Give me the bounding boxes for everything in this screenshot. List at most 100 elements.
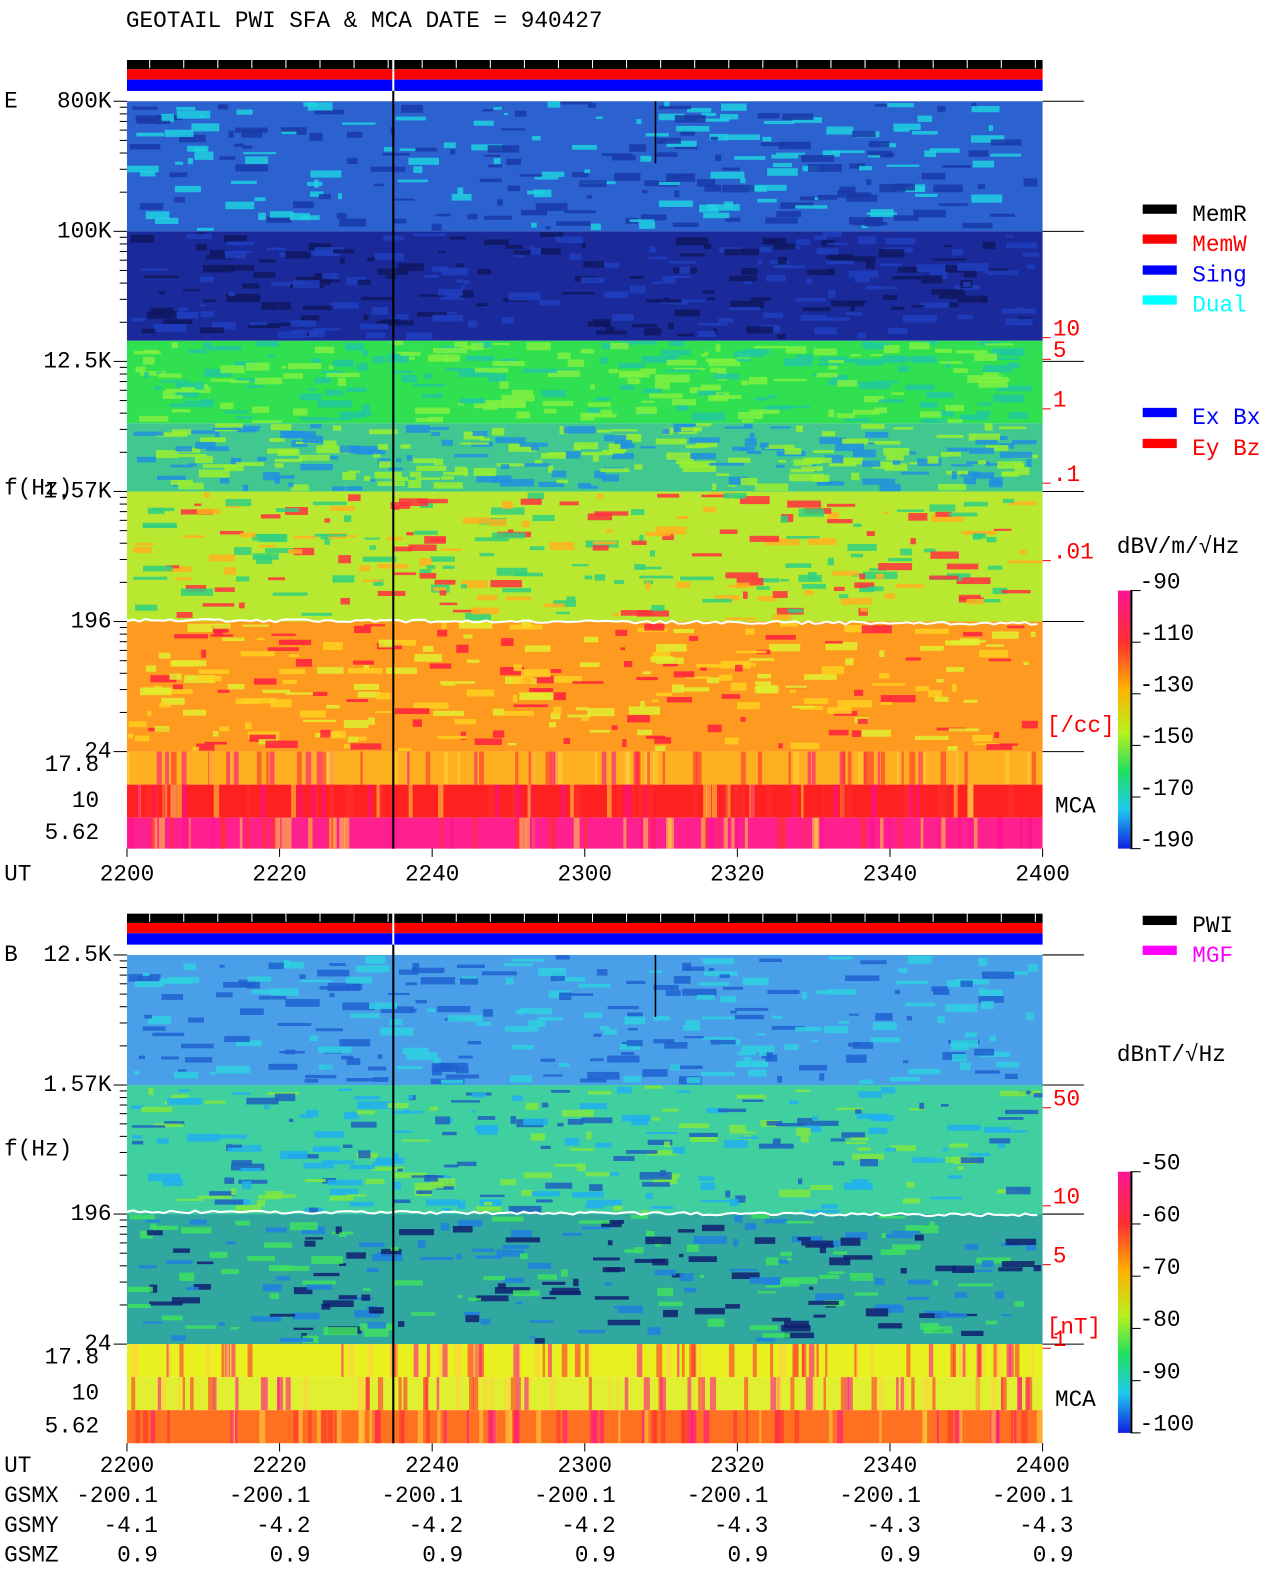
mca-noise [718,817,721,849]
spectrum-noise [557,1122,564,1127]
spectrum-noise [346,1252,366,1259]
orbit-value: 0.9 [422,1543,463,1569]
spectrum-noise [547,370,580,378]
spectrum-noise [866,179,872,185]
spectrum-noise [531,247,542,255]
spectrum-noise [183,963,196,971]
spectrum-noise [279,1337,314,1343]
spectrum-noise [292,280,320,289]
spectrum-noise [653,1177,677,1185]
spectrum-noise [439,602,458,606]
spectrum-noise [978,996,1004,1003]
spectrum-noise [158,652,171,659]
spectrum-noise [614,439,633,445]
freq-tick-label: 100K [57,218,112,244]
spectrum-noise [971,106,1000,113]
spectrum-noise [662,428,670,435]
mca-noise [425,751,431,785]
spectrum-noise [435,1116,450,1125]
spectrum-noise [655,526,687,535]
mca-noise [922,1410,927,1444]
mca-noise [606,784,612,818]
mca-noise [511,784,517,818]
spectrum-noise [252,406,270,413]
spectrum-noise [326,1159,332,1163]
spectrum-noise [602,1267,621,1273]
spectrum-noise [819,481,836,484]
spectrum-noise [523,1118,548,1126]
mca-noise [263,1377,268,1411]
spectrum-noise [623,661,633,668]
spectrum-noise [982,241,996,249]
spectrum-noise [140,268,168,271]
mca-noise [239,817,243,849]
spectrum-noise [586,1131,592,1140]
spectrum-noise [620,610,652,616]
spectrum-noise [342,122,376,125]
spectrum-noise [511,958,545,962]
spectrum-noise [510,1075,533,1083]
spectrum-noise [374,471,402,479]
spectrum-noise [161,1056,179,1060]
spectrum-noise [951,249,963,256]
spectrum-noise [806,278,813,285]
spectrum-noise [216,992,233,998]
mca-noise [235,1410,238,1444]
spectrum-noise [301,612,333,616]
spectrum-noise [587,408,601,414]
spectrum-noise [252,553,279,560]
spectrum-noise [771,1025,805,1030]
mca-noise [548,817,553,849]
mca-noise [221,1344,225,1378]
spectrum-noise [814,235,827,240]
spectrum-noise [441,683,456,686]
spectrum-noise [440,1079,464,1084]
spectrum-noise [693,388,719,391]
spectrum-noise [188,1017,204,1023]
spectrum-noise [198,669,229,674]
mca-noise [644,1410,649,1444]
mca-noise [555,751,558,785]
spectrum-noise [607,1240,613,1246]
spectrum-noise [359,1242,385,1247]
spectrum-noise [578,1220,613,1224]
spectrum-noise [369,429,398,435]
spectrum-noise [900,1268,907,1274]
spectrum-noise [285,999,320,1007]
spectrum-noise [341,1055,354,1060]
spectrum-noise [377,481,405,486]
mca-noise [1031,751,1036,785]
spectrum-noise [680,687,710,692]
spectrum-noise [706,297,716,301]
spectrum-noise [637,729,653,736]
spectrum-noise [272,592,308,596]
mca-noise [779,1410,784,1444]
spectrum-noise [550,1089,571,1093]
spectrum-noise [219,726,230,732]
time-tick-label: 2220 [252,1453,306,1479]
spectrum-noise [921,418,948,423]
mca-noise [321,784,326,818]
spectrum-noise [771,154,799,159]
spectrum-noise [693,1235,728,1244]
spectrum-noise [828,1271,845,1275]
mca-noise [293,1410,299,1444]
spectrum-noise [131,1125,166,1128]
spectrum-noise [386,355,409,363]
spectrum-noise [476,1021,491,1026]
spectrum-noise [397,747,412,751]
spectrum-noise [242,145,253,149]
spectrum-noise [409,356,415,360]
spectrum-noise [314,273,331,281]
mca-noise [1005,751,1010,785]
spectrum-noise [185,1287,199,1291]
spectrum-noise [666,173,696,182]
mca-noise [305,751,312,785]
spectrum-noise [231,1160,252,1166]
spectrum-noise [136,456,156,463]
spectrum-noise [328,365,334,369]
mca-noise [158,817,165,849]
spectrum-noise [578,482,592,489]
spectrum-noise [178,1089,190,1092]
spectrum-noise [162,1178,183,1187]
